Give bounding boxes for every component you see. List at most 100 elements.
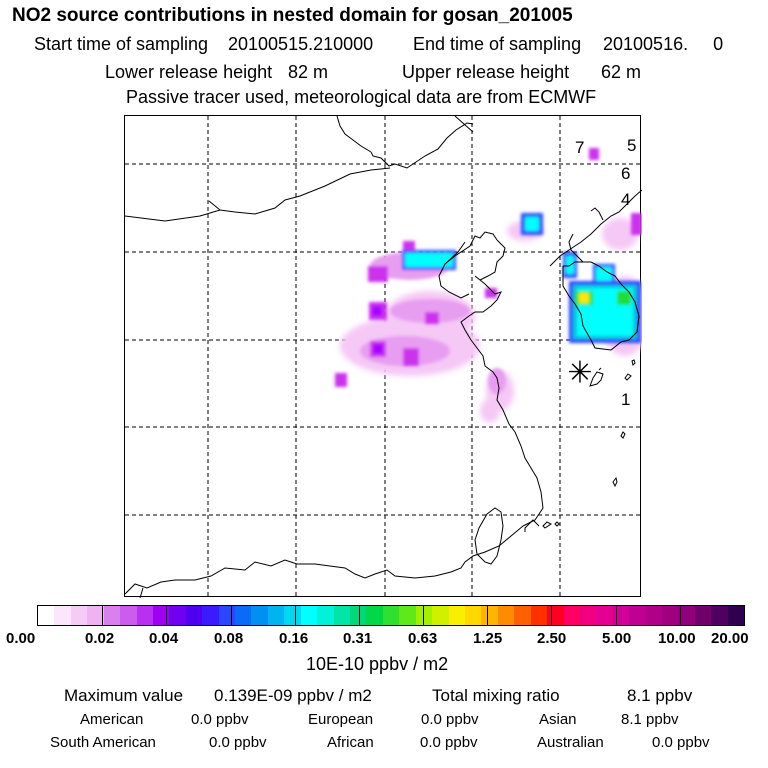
scale-unit-label: 10E-10 ppbv / m2 bbox=[306, 654, 449, 674]
color-scale-segment bbox=[645, 606, 663, 625]
color-scale-segment bbox=[662, 606, 679, 625]
color-scale-segment bbox=[218, 606, 236, 625]
color-scale-segment bbox=[284, 606, 301, 625]
color-scale-segment bbox=[267, 606, 285, 625]
color-scale-bar bbox=[37, 605, 745, 626]
color-scale-segment bbox=[464, 606, 482, 625]
plume-violet-patch bbox=[403, 348, 419, 366]
american-label: American bbox=[80, 711, 144, 728]
plume-violet-patch bbox=[589, 148, 599, 160]
map-canvas: ✳ 7 5 6 4 1 bbox=[125, 116, 642, 598]
scale-tick-label: 0.63 bbox=[408, 630, 438, 647]
start-time-value: 20100515.210000 bbox=[228, 34, 374, 54]
color-scale-segment bbox=[497, 606, 515, 625]
color-scale-divider bbox=[102, 606, 104, 625]
color-scale-segment bbox=[87, 606, 104, 625]
color-scale-segment bbox=[185, 606, 203, 625]
scale-tick-label: 1.25 bbox=[473, 630, 503, 647]
color-scale-divider bbox=[423, 606, 425, 625]
color-scale-segment bbox=[481, 606, 498, 625]
color-scale-segment bbox=[694, 606, 712, 625]
color-scale-segment bbox=[579, 606, 597, 625]
plume-purple-patch bbox=[373, 344, 383, 354]
color-scale-segment bbox=[629, 606, 646, 625]
color-scale-segment bbox=[448, 606, 465, 625]
plume-violet-patch bbox=[425, 312, 439, 324]
australian-value: 0.0 ppbv bbox=[652, 734, 710, 751]
map-panel: ✳ 7 5 6 4 1 bbox=[124, 115, 642, 598]
color-scale-segment bbox=[612, 606, 630, 625]
color-scale-segment bbox=[366, 606, 383, 625]
color-scale-segment bbox=[103, 606, 121, 625]
color-scale-divider bbox=[615, 606, 617, 625]
color-scale-segment bbox=[350, 606, 367, 625]
color-scale-segment bbox=[382, 606, 400, 625]
plume-pink-region bbox=[488, 368, 506, 394]
color-scale-divider bbox=[358, 606, 360, 625]
plume-cyan-patch bbox=[405, 253, 453, 267]
african-label: African bbox=[327, 734, 374, 751]
scale-tick-label: 0.00 bbox=[6, 630, 36, 647]
plume-light-region bbox=[480, 399, 500, 423]
lower-release-value: 82 m bbox=[288, 62, 329, 82]
south-american-label: South American bbox=[50, 734, 156, 751]
scale-tick-label: 0.04 bbox=[149, 630, 179, 647]
plume-pink-region bbox=[390, 299, 470, 323]
max-value-label: Maximum value bbox=[64, 686, 184, 705]
plume-violet-patch bbox=[335, 373, 347, 387]
asian-label: Asian bbox=[539, 711, 577, 728]
color-scale-divider bbox=[230, 606, 232, 625]
color-scale-segment bbox=[70, 606, 88, 625]
color-scale-segment bbox=[514, 606, 531, 625]
color-scale-segment bbox=[596, 606, 613, 625]
end-time-label: End time of sampling bbox=[413, 34, 582, 54]
map-marker-4: 4 bbox=[621, 190, 630, 209]
color-scale-segment bbox=[333, 606, 351, 625]
plume-purple-patch bbox=[372, 306, 382, 316]
map-marker-5: 5 bbox=[627, 136, 636, 155]
total-mixing-label: Total mixing ratio bbox=[432, 686, 560, 705]
european-label: European bbox=[308, 711, 374, 728]
plume-violet-patch bbox=[368, 266, 388, 282]
plume-green-patch bbox=[617, 291, 631, 305]
color-scale-segment bbox=[169, 606, 186, 625]
receptor-marker-icon: ✳ bbox=[567, 356, 592, 391]
lower-release-label: Lower release height bbox=[105, 62, 273, 82]
plume-violet-patch bbox=[485, 288, 497, 298]
color-scale-segment bbox=[530, 606, 548, 625]
plume-violet-patch bbox=[631, 213, 642, 235]
plume-core bbox=[335, 148, 642, 394]
plume-cyan-patch bbox=[596, 267, 612, 285]
scale-tick-label: 20.00 bbox=[711, 630, 749, 647]
color-scale-segment bbox=[432, 606, 449, 625]
color-scale-divider bbox=[487, 606, 489, 625]
max-value: 0.139E-09 ppbv / m2 bbox=[214, 686, 372, 705]
color-scale-segment bbox=[300, 606, 318, 625]
coastlines bbox=[125, 116, 642, 598]
total-mixing-value: 8.1 ppbv bbox=[627, 686, 693, 705]
start-time-label: Start time of sampling bbox=[34, 34, 209, 54]
map-marker-7: 7 bbox=[575, 138, 584, 157]
color-scale-divider bbox=[551, 606, 553, 625]
color-scale-segment bbox=[547, 606, 564, 625]
upper-release-value: 62 m bbox=[601, 62, 642, 82]
end-time-value: 20100516. 0 bbox=[603, 34, 724, 54]
scale-tick-label: 0.31 bbox=[343, 630, 373, 647]
south-american-value: 0.0 ppbv bbox=[209, 734, 267, 751]
color-scale-segment bbox=[678, 606, 695, 625]
scale-tick-label: 0.02 bbox=[85, 630, 115, 647]
color-scale-segment bbox=[317, 606, 334, 625]
scale-tick-label: 5.00 bbox=[602, 630, 632, 647]
scale-tick-label: 2.50 bbox=[537, 630, 567, 647]
american-value: 0.0 ppbv bbox=[191, 711, 249, 728]
color-scale-segment bbox=[202, 606, 219, 625]
scale-tick-label: 0.08 bbox=[214, 630, 244, 647]
plot-title: NO2 source contributions in nested domai… bbox=[12, 5, 573, 26]
color-scale-segment bbox=[38, 606, 55, 625]
color-scale-divider bbox=[679, 606, 681, 625]
color-scale-segment bbox=[152, 606, 170, 625]
color-scale-divider bbox=[166, 606, 168, 625]
map-marker-6: 6 bbox=[621, 164, 630, 183]
european-value: 0.0 ppbv bbox=[421, 711, 479, 728]
plume-cyan-patch bbox=[525, 217, 539, 231]
